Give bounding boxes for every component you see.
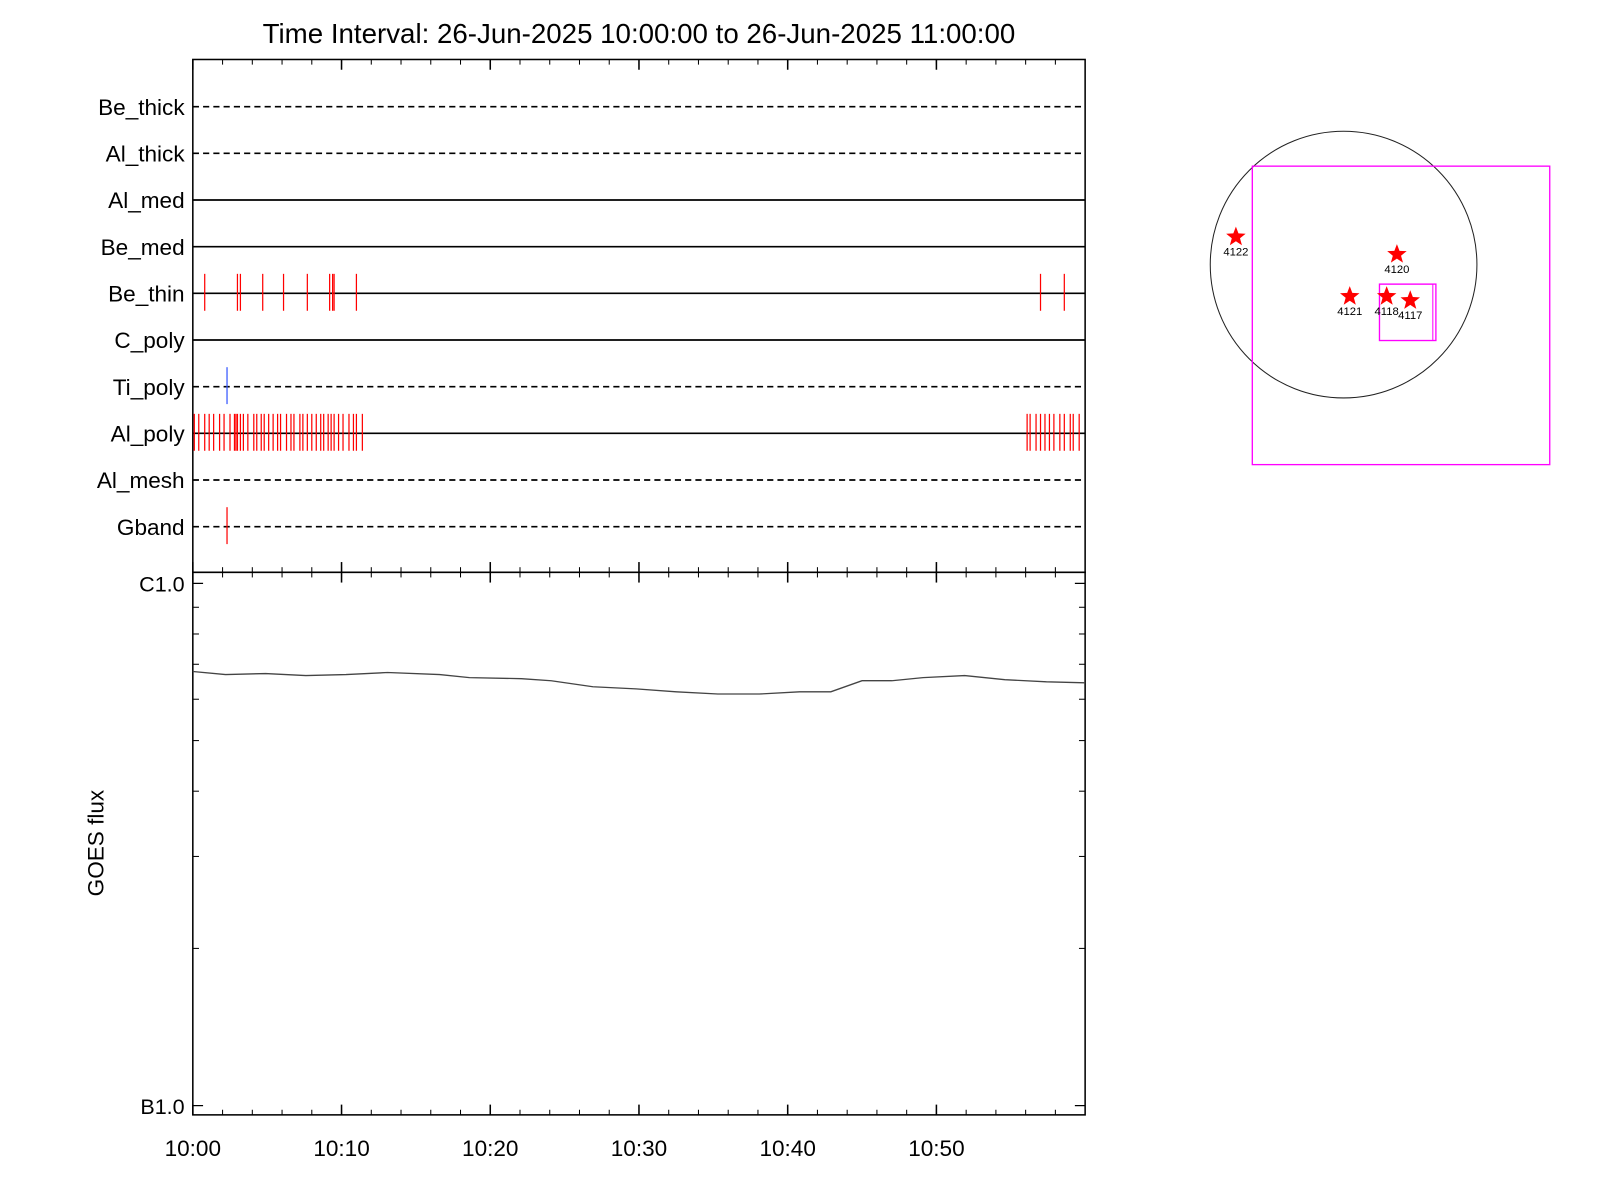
row-label: Al_poly [111,422,186,447]
x-tick-label: 10:00 [165,1136,221,1161]
row-label: Al_thick [106,142,186,167]
row-label: Be_thick [98,95,185,120]
region-marker [1387,244,1407,263]
flux-line [192,670,1086,695]
panel-frame [192,58,1086,574]
region-marker [1226,226,1246,246]
x-tick-label: 10:10 [313,1136,369,1161]
x-tick-label: 10:30 [611,1136,667,1161]
y-tick-label: B1.0 [140,1095,184,1119]
y-axis-label: GOES flux [84,789,109,896]
region-label: 4118 [1375,306,1399,318]
region-marker [1376,286,1397,305]
row-label: C_poly [114,328,185,353]
region-label: 4120 [1384,264,1409,276]
region-marker [1340,286,1360,305]
sun-map: 4122 4120 4121 4118 4117 [1209,130,1551,466]
region-label: 4117 [1398,310,1422,322]
panel-frame [192,571,1086,1116]
row-label: Al_med [108,188,184,213]
x-tick-label: 10:50 [908,1136,964,1161]
solar-disk [1209,130,1478,399]
x-tick-label: 10:40 [759,1136,815,1161]
row-label: Gband [117,515,185,540]
row-label: Al_mesh [97,468,185,493]
row-label: Be_thin [108,282,184,307]
y-tick-label: C1.0 [139,573,184,597]
title: Time Interval: 26-Jun-2025 10:00:00 to 2… [263,18,1016,49]
row-label: Ti_poly [113,375,186,400]
region-label: 4122 [1223,246,1248,258]
fov-box [1251,165,1551,466]
x-tick-label: 10:20 [462,1136,518,1161]
region-label: 4121 [1337,306,1362,318]
fov-box [1378,283,1434,342]
region-marker [1400,290,1420,309]
row-label: Be_med [101,235,185,260]
